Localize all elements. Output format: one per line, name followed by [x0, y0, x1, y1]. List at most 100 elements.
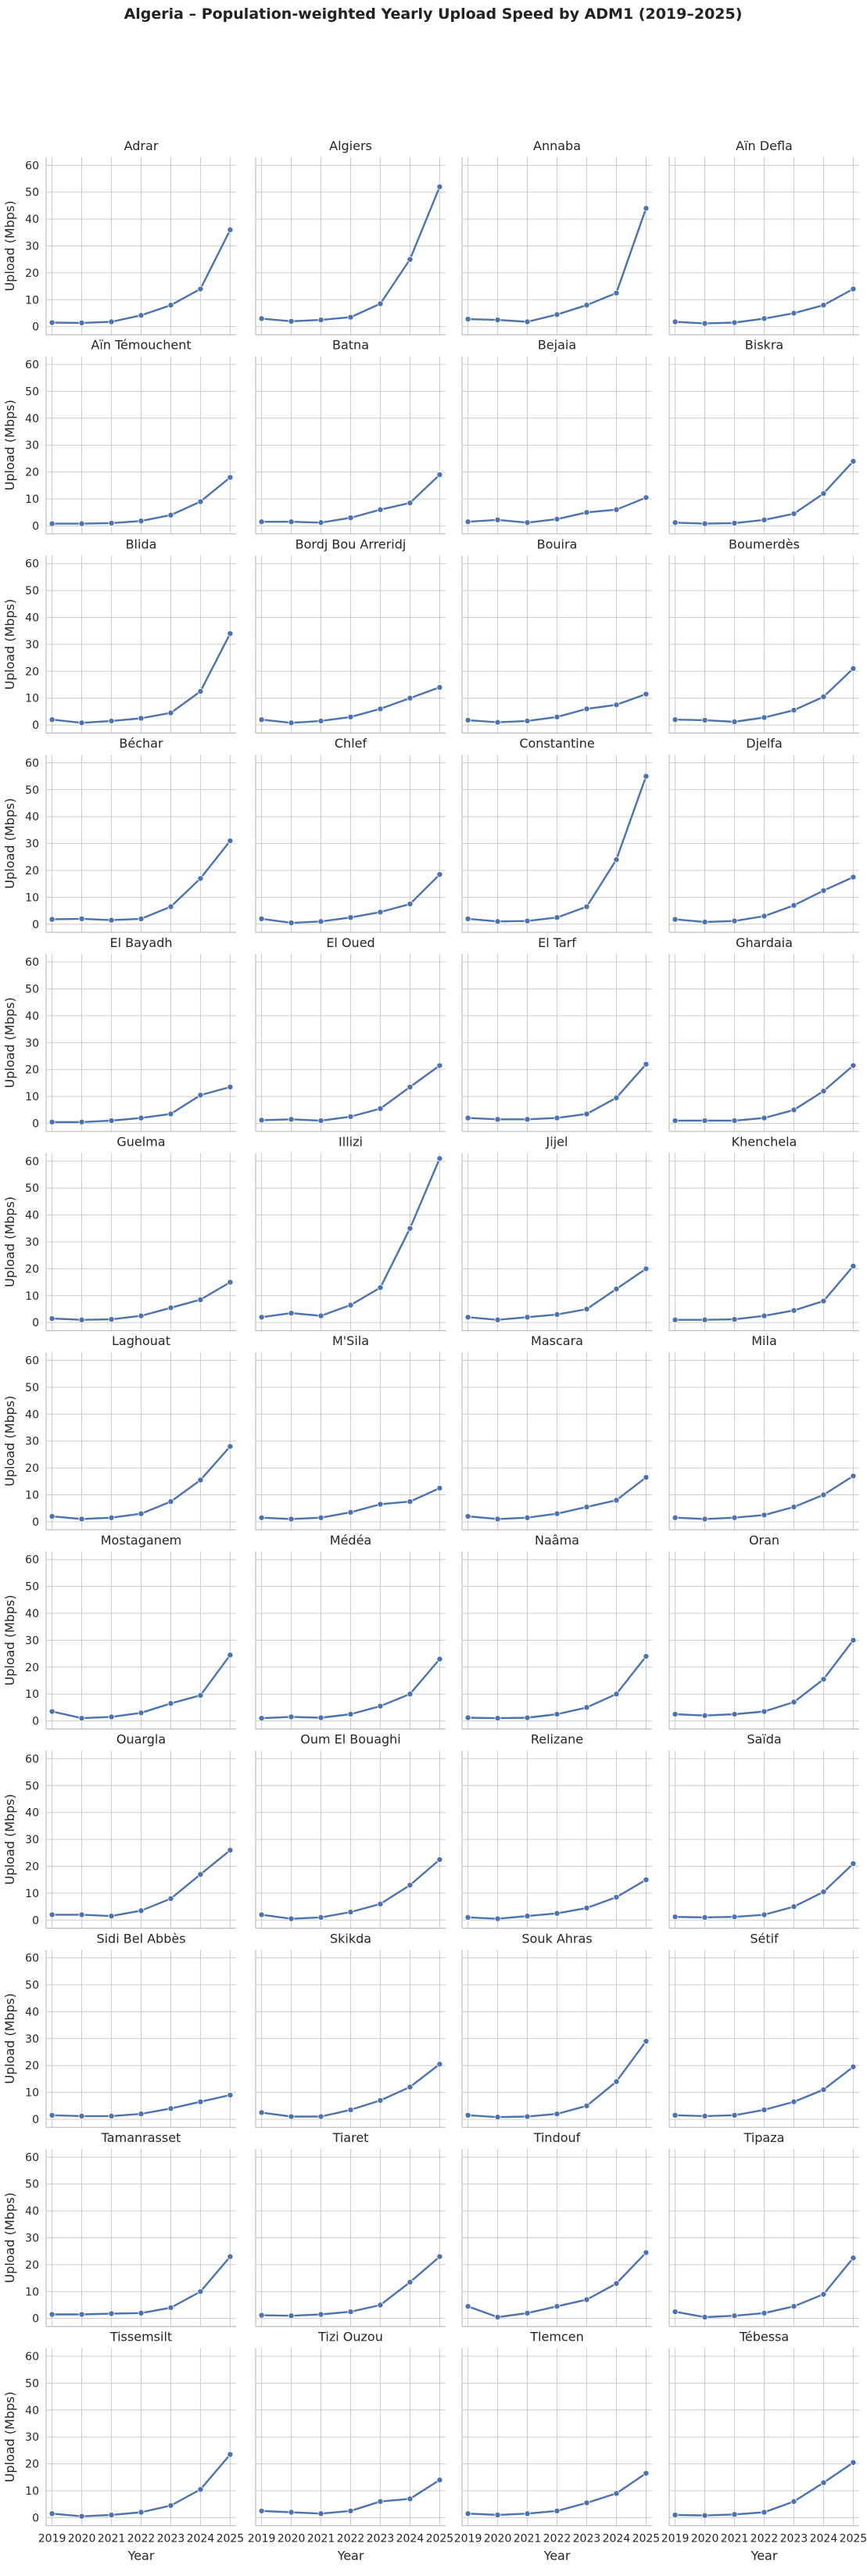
data-point: [407, 694, 414, 701]
data-point: [167, 1304, 174, 1311]
y-tick-label: 30: [25, 838, 39, 851]
data-point: [672, 2309, 679, 2316]
data-point: [197, 1296, 204, 1303]
panel-title: Tizi Ouzou: [317, 2330, 383, 2345]
data-point: [701, 716, 708, 723]
data-point: [436, 1155, 443, 1162]
data-point: [317, 918, 324, 925]
x-tick-label: 2022: [127, 2533, 156, 2546]
data-point: [761, 2106, 768, 2113]
facet-panel: El Oued: [255, 935, 446, 1132]
panel-title: Médéa: [330, 1533, 371, 1548]
data-point: [701, 1712, 708, 1719]
y-tick-label: 10: [25, 2087, 39, 2100]
panel-title: Biskra: [745, 338, 783, 353]
data-point: [524, 2510, 531, 2517]
y-tick-label: 40: [25, 1807, 39, 1820]
data-point: [494, 719, 501, 726]
data-point: [407, 2495, 414, 2502]
panel-title: Blida: [126, 536, 157, 551]
y-tick-label: 20: [25, 1860, 39, 1873]
y-tick-label: 20: [25, 2259, 39, 2272]
data-point: [377, 300, 384, 307]
data-point: [643, 1265, 650, 1272]
data-point: [197, 498, 204, 505]
data-point: [78, 2513, 85, 2520]
facet-panel: Ghardaia: [668, 935, 859, 1132]
facet-panel: Tizi Ouzou 2019 2020 2021 2022 2023 2024 2025 Ye…: [248, 2330, 453, 2563]
data-point: [167, 2105, 174, 2112]
y-tick-label: 0: [32, 1716, 39, 1728]
x-tick-label: 2025: [632, 2533, 661, 2546]
data-point: [790, 707, 797, 714]
panel-title: Tlemcen: [529, 2330, 583, 2345]
facet-panel: Tindouf: [461, 2130, 652, 2327]
y-tick-label: 0: [32, 2313, 39, 2326]
y-tick-label: 60: [25, 1953, 39, 1965]
y-tick-label: 50: [25, 2179, 39, 2191]
data-point: [820, 490, 827, 497]
data-point: [227, 474, 234, 481]
data-point: [464, 1513, 471, 1520]
data-point: [524, 917, 531, 924]
y-tick-label: 60: [25, 160, 39, 172]
data-point: [288, 1516, 295, 1523]
data-point: [436, 2477, 443, 2484]
data-point: [377, 506, 384, 513]
y-tick-label: 0: [32, 1118, 39, 1130]
y-axis-label: Upload (Mbps): [2, 1993, 17, 2084]
data-point: [317, 519, 324, 526]
data-point: [643, 1653, 650, 1660]
data-point: [78, 719, 85, 727]
y-tick-label: 0: [32, 321, 39, 334]
x-tick-label: 2021: [514, 2533, 542, 2546]
data-point: [407, 900, 414, 907]
data-point: [227, 630, 234, 637]
data-point: [643, 205, 650, 212]
data-point: [258, 1514, 265, 1521]
data-point: [613, 1286, 620, 1293]
panel-title: Tébessa: [739, 2330, 789, 2345]
y-tick-label: 50: [25, 187, 39, 199]
data-point: [583, 1305, 590, 1312]
data-point: [317, 1514, 324, 1521]
data-point: [850, 2255, 857, 2262]
data-point: [613, 1497, 620, 1504]
panel-title: Constantine: [519, 736, 594, 751]
y-tick-label: 10: [25, 693, 39, 705]
data-point: [583, 1704, 590, 1711]
y-tick-label: 50: [25, 585, 39, 597]
data-point: [48, 1708, 56, 1715]
data-point: [820, 1491, 827, 1498]
data-point: [790, 2498, 797, 2505]
data-point: [761, 913, 768, 920]
data-point: [850, 1637, 857, 1644]
data-point: [167, 302, 174, 309]
facet-panel: Skikda: [255, 1931, 446, 2128]
facet-panel: Blida 0 10 20 30 40 50 60 Upload (Mbps): [2, 536, 236, 734]
facet-panel: Batna: [255, 338, 446, 535]
data-point: [643, 2470, 650, 2477]
data-point: [554, 1311, 561, 1318]
y-tick-label: 40: [25, 1210, 39, 1222]
data-point: [317, 717, 324, 724]
data-point: [494, 516, 501, 523]
panel-title: Sétif: [750, 1931, 779, 1946]
data-point: [731, 319, 738, 326]
panel-title: Oum El Bouaghi: [300, 1732, 401, 1747]
data-point: [317, 1914, 324, 1921]
data-point: [583, 509, 590, 516]
data-point: [197, 1092, 204, 1099]
facet-panel: Jijel: [461, 1135, 652, 1332]
y-tick-label: 10: [25, 1489, 39, 1501]
panel-title: Algiers: [329, 138, 372, 153]
data-point: [347, 515, 354, 522]
data-point: [227, 1846, 234, 1853]
data-point: [258, 1911, 265, 1918]
y-tick-label: 60: [25, 2351, 39, 2363]
data-point: [197, 688, 204, 695]
y-tick-label: 50: [25, 386, 39, 398]
data-point: [48, 1315, 56, 1322]
y-tick-label: 0: [32, 2114, 39, 2126]
